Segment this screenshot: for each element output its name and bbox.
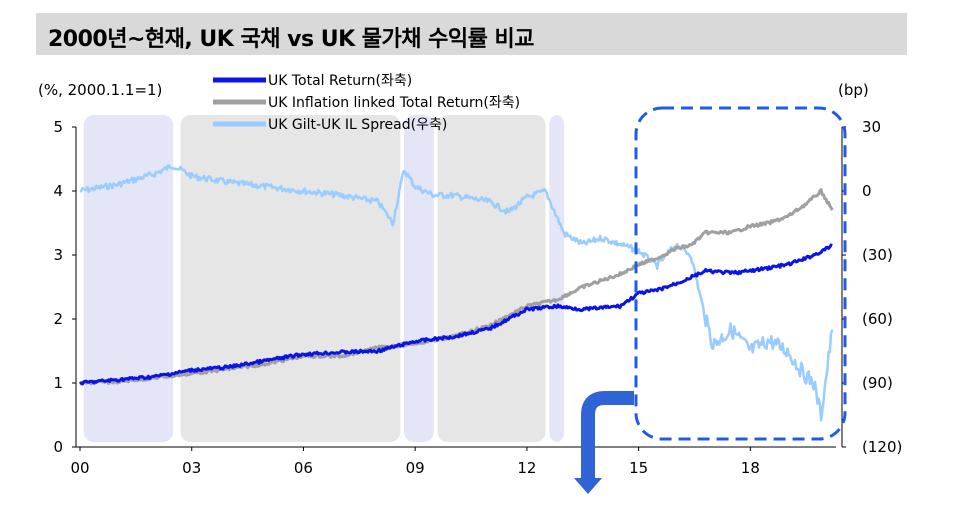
highlight-box	[634, 106, 847, 441]
shaded-period-0	[83, 115, 174, 442]
left-tick-label: 5	[53, 118, 63, 136]
bent-arrow-shaft	[581, 391, 634, 481]
x-tick-label: 12	[517, 459, 536, 477]
x-tick-label: 09	[406, 459, 425, 477]
series-line-0	[79, 243, 833, 386]
arrow-head-icon	[574, 478, 602, 494]
shaded-period-4	[549, 115, 565, 442]
shaded-period-3	[437, 115, 546, 442]
legend-label-1: UK Inflation linked Total Return(좌축)	[268, 95, 520, 111]
x-tick-label: 06	[294, 459, 313, 477]
legend-label-2: UK Gilt-UK IL Spread(우축)	[268, 117, 447, 133]
right-tick-label: (30)	[862, 246, 893, 264]
left-tick-label: 1	[53, 374, 63, 392]
left-axis-unit: (%, 2000.1.1=1)	[38, 81, 162, 99]
series-lines	[78, 164, 834, 422]
left-tick-label: 2	[53, 310, 63, 328]
overlay-annotations	[574, 106, 847, 494]
series-line-2	[79, 164, 834, 422]
title-bar: 2000년~현재, UK 국채 vs UK 물가채 수익률 비교	[36, 13, 907, 55]
left-tick-label: 4	[53, 182, 63, 200]
right-axis-unit: (bp)	[838, 81, 869, 99]
left-tick-label: 0	[53, 438, 63, 456]
right-tick-label: (90)	[862, 374, 893, 392]
right-tick-label: (60)	[862, 310, 893, 328]
x-tick-label: 18	[741, 459, 760, 477]
x-tick-label: 03	[182, 459, 201, 477]
chart-title: 2000년~현재, UK 국채 vs UK 물가채 수익률 비교	[48, 27, 535, 52]
shaded-period-1	[180, 115, 401, 442]
shaded-period-2	[404, 115, 434, 442]
legend: UK Total Return(좌축) UK Inflation linked T…	[213, 73, 520, 133]
legend-label-0: UK Total Return(좌축)	[268, 73, 412, 89]
shaded-periods	[83, 115, 565, 442]
right-tick-label: 30	[862, 118, 881, 136]
right-tick-label: (120)	[862, 438, 902, 456]
axes: 5 4 3 2 1 0 30 0 (30) (60) (90) (120) 00 03 06 09 12 15 18…	[38, 81, 902, 477]
x-tick-label: 00	[70, 459, 89, 477]
x-tick-label: 15	[629, 459, 648, 477]
right-tick-label: 0	[862, 182, 872, 200]
left-tick-label: 3	[53, 246, 63, 264]
